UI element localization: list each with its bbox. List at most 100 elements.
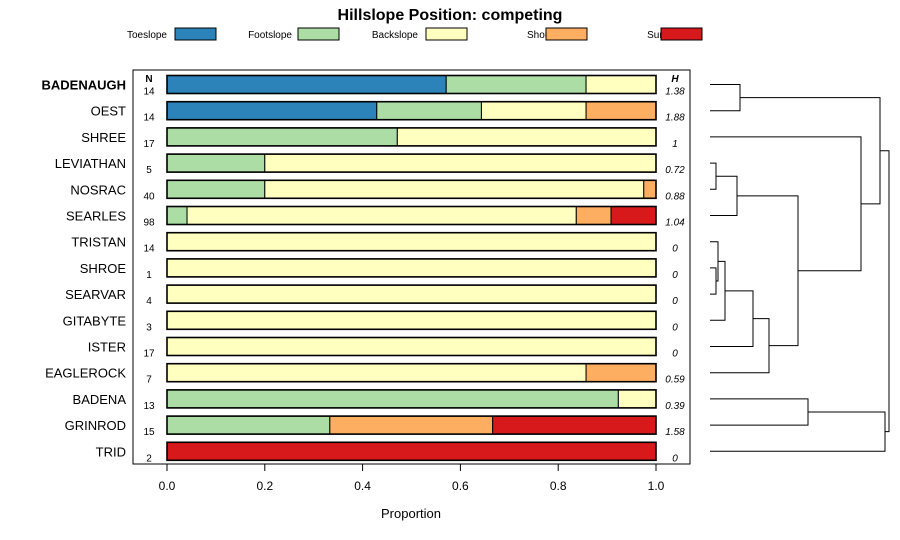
bar-gitabyte-backslope (166, 310, 657, 330)
h-value-grinrod: 1.58 (665, 427, 685, 438)
h-column-header: H (671, 74, 679, 85)
x-tick-label: 0.2 (256, 479, 273, 493)
h-value-badena: 0.39 (665, 401, 685, 412)
bar-badena-footslope (166, 389, 619, 409)
h-value-oest: 1.88 (665, 113, 685, 124)
row-label-tristan: TRISTAN (71, 235, 126, 250)
row-label-shree: SHREE (81, 130, 126, 145)
bar-trid-summit (166, 441, 657, 461)
bar-outline-badenaugh (166, 74, 657, 95)
bar-nosrac-footslope (166, 179, 266, 199)
bar-badenaugh-footslope (445, 75, 587, 94)
bar-tristan-backslope (166, 232, 657, 252)
row-label-grinrod: GRINROD (65, 418, 126, 433)
bar-outline-badena (166, 389, 657, 409)
bar-searles-summit (610, 206, 657, 225)
bar-leviathan-footslope (166, 153, 266, 173)
bar-eaglerock-backslope (166, 363, 587, 383)
bar-outline-grinrod (166, 415, 657, 435)
dendrogram-link (740, 97, 881, 205)
bar-grinrod-shoulder (329, 415, 494, 435)
bar-grinrod-summit (492, 415, 657, 435)
dendrogram-link (710, 318, 770, 374)
bar-outline-searvar (166, 284, 657, 304)
n-value-leviathan: 5 (146, 165, 152, 176)
bar-outline-gitabyte (166, 310, 657, 331)
n-value-trid: 2 (146, 453, 152, 464)
bar-badenaugh-toeslope (166, 75, 447, 94)
n-value-badenaugh: 14 (143, 87, 155, 98)
bar-outline-leviathan (166, 153, 657, 173)
bar-searvar-backslope (166, 284, 657, 304)
n-value-tristan: 14 (143, 244, 155, 255)
bar-outline-searles (166, 205, 657, 226)
n-value-searvar: 4 (146, 296, 152, 307)
dendrogram-link (710, 162, 717, 190)
bar-outline-tristan (166, 231, 657, 252)
h-value-leviathan: 0.72 (665, 165, 685, 176)
row-label-nosrac: NOSRAC (70, 182, 126, 197)
row-label-searvar: SEARVAR (65, 287, 126, 302)
n-value-badena: 13 (143, 401, 155, 412)
bar-leviathan-backslope (264, 153, 657, 173)
legend-swatch-toeslope (174, 27, 217, 41)
bar-grinrod-footslope (166, 415, 331, 435)
bar-nosrac-shoulder (643, 179, 657, 199)
bar-outline-shroe (166, 258, 657, 278)
h-value-searvar: 0 (672, 296, 678, 307)
n-value-eaglerock: 7 (146, 375, 152, 386)
bar-outline-ister (166, 336, 657, 357)
legend-swatch-summit (660, 27, 703, 41)
legend-label-footslope: Footslope (248, 30, 292, 41)
legend-label-backslope: Backslope (372, 30, 419, 41)
row-label-gitabyte: GITABYTE (63, 313, 127, 328)
dendrogram (710, 84, 890, 452)
dendrogram-link (710, 241, 719, 282)
n-value-shree: 17 (143, 139, 155, 150)
bar-outline-oest (166, 100, 657, 121)
n-value-oest: 14 (143, 113, 155, 124)
bar-shree-footslope (166, 127, 398, 147)
h-value-searles: 1.04 (665, 218, 685, 229)
h-value-ister: 0 (672, 349, 678, 360)
dendrogram-link (710, 136, 862, 272)
n-value-searles: 98 (143, 218, 155, 229)
chart-title: Hillslope Position: competing (338, 7, 563, 24)
n-value-shroe: 1 (146, 270, 152, 281)
h-value-badenaugh: 1.38 (665, 87, 685, 98)
n-column-header: N (145, 74, 152, 85)
bar-oest-shoulder (585, 101, 657, 121)
h-value-shroe: 0 (672, 270, 678, 281)
bar-ister-backslope (166, 337, 657, 356)
x-tick-label: 0.0 (159, 479, 176, 493)
legend: ToeslopeFootslopeBackslopeShoulderSummit (127, 27, 703, 41)
x-tick-label: 1.0 (648, 479, 665, 493)
h-value-trid: 0 (672, 453, 678, 464)
h-value-eaglerock: 0.59 (665, 375, 685, 386)
bar-oest-footslope (376, 101, 482, 121)
h-value-tristan: 0 (672, 244, 678, 255)
legend-swatch-shoulder (545, 27, 588, 41)
h-value-shree: 1 (672, 139, 678, 150)
x-tick-label: 0.6 (452, 479, 469, 493)
legend-swatch-backslope (425, 27, 468, 41)
bar-eaglerock-shoulder (585, 363, 657, 383)
plot-frame (132, 69, 691, 465)
bar-outline-trid (166, 441, 657, 462)
row-label-trid: TRID (96, 444, 126, 459)
dendrogram-link (710, 84, 741, 112)
bar-searles-shoulder (575, 206, 612, 225)
n-value-gitabyte: 3 (146, 322, 152, 333)
x-tick-label: 0.8 (550, 479, 567, 493)
dendrogram-link (710, 290, 754, 347)
bar-outline-nosrac (166, 179, 657, 200)
bar-badena-backslope (617, 389, 657, 409)
bar-shroe-backslope (166, 258, 657, 278)
row-label-eaglerock: EAGLEROCK (45, 366, 126, 381)
legend-label-toeslope: Toeslope (127, 30, 167, 41)
h-value-gitabyte: 0 (672, 322, 678, 333)
bar-oest-toeslope (166, 101, 378, 121)
bar-badenaugh-backslope (585, 75, 657, 94)
row-label-ister: ISTER (88, 340, 126, 355)
